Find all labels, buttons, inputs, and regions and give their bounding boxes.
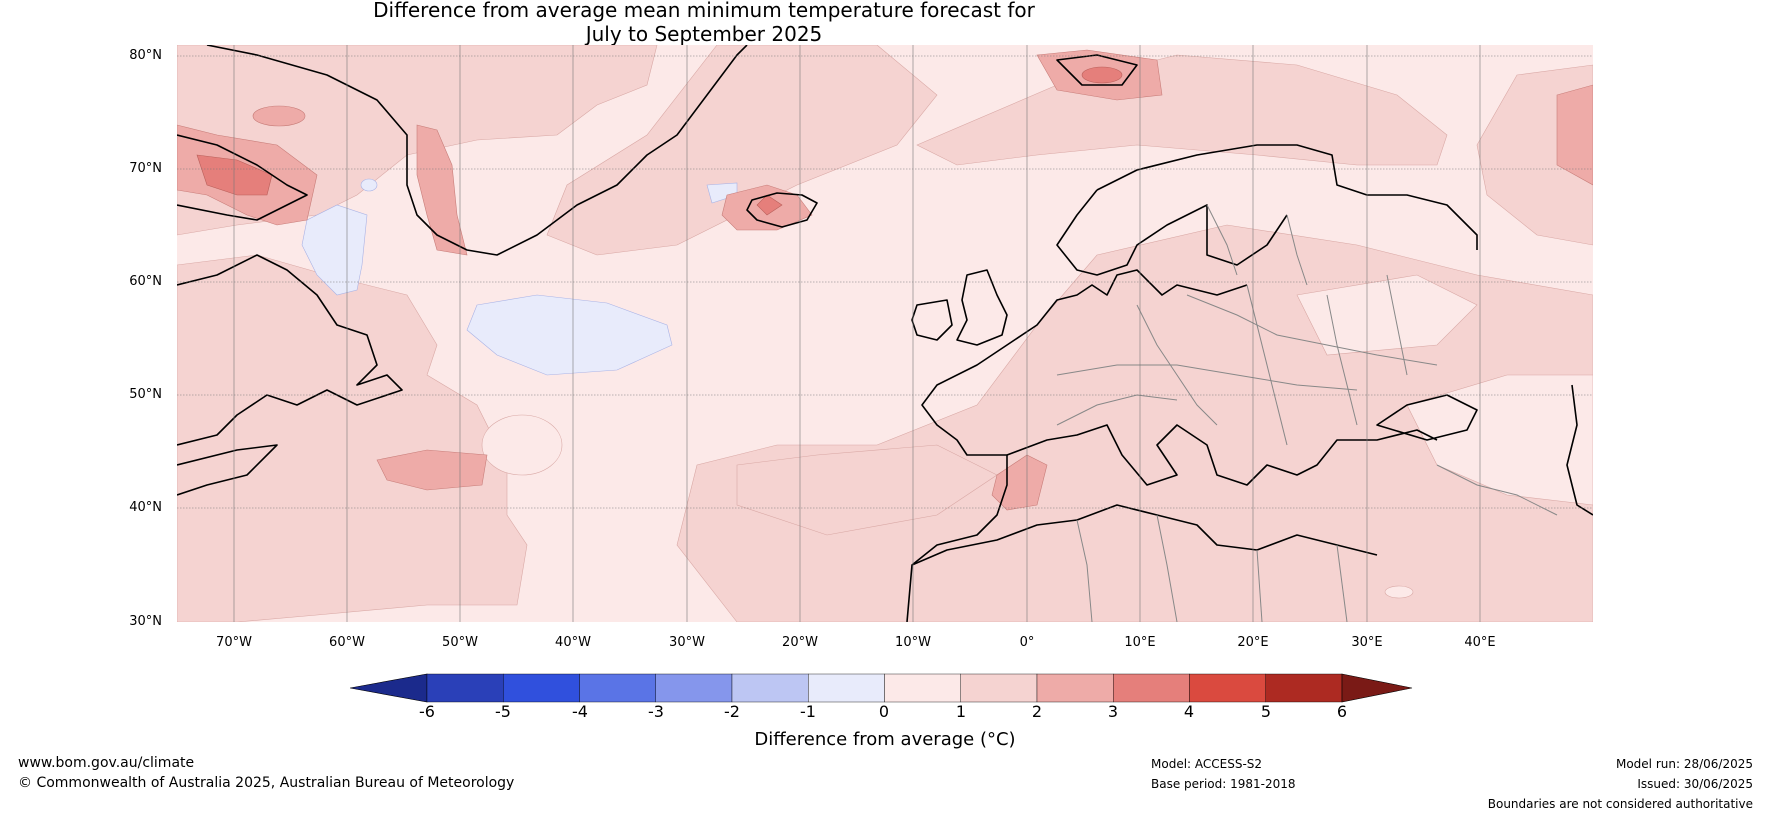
lon-label-10w: 10°W xyxy=(895,635,931,650)
title-line-1: Difference from average mean minimum tem… xyxy=(373,0,1035,22)
base-period: Base period: 1981-2018 xyxy=(1151,777,1296,791)
lon-label-20w: 20°W xyxy=(782,635,818,650)
colorbar-tick: 5 xyxy=(1260,702,1272,721)
lon-label-30e: 30°E xyxy=(1351,635,1383,650)
lon-label-60w: 60°W xyxy=(329,635,365,650)
colorbar-segment xyxy=(426,673,504,703)
lat-label-40n: 40°N xyxy=(129,500,162,515)
lat-label-50n: 50°N xyxy=(129,387,162,402)
lon-label-0: 0° xyxy=(1019,635,1035,650)
colorbar-segment xyxy=(1265,673,1343,703)
colorbar-tick: -1 xyxy=(800,702,816,721)
colorbar-segment xyxy=(655,673,733,703)
coastlines xyxy=(177,45,1593,622)
colorbar-tick: 6 xyxy=(1336,702,1348,721)
map-title: Difference from average mean minimum tem… xyxy=(0,0,1408,46)
lon-label-40e: 40°E xyxy=(1464,635,1496,650)
colorbar-tick: -6 xyxy=(419,702,435,721)
model-run-date: Model run: 28/06/2025 xyxy=(1615,757,1753,771)
colorbar xyxy=(350,673,1413,703)
anomaly-band-3-4 xyxy=(196,66,1123,216)
lon-label-30w: 30°W xyxy=(669,635,705,650)
lat-label-80n: 80°N xyxy=(129,48,162,63)
map-svg xyxy=(177,45,1593,622)
colorbar-segment xyxy=(731,673,809,703)
colorbar-extend-low xyxy=(350,673,428,703)
colorbar-segment xyxy=(1189,673,1266,703)
colorbar-segment xyxy=(808,673,885,703)
lat-label-60n: 60°N xyxy=(129,274,162,289)
colorbar-segment xyxy=(579,673,656,703)
lon-label-50w: 50°W xyxy=(442,635,478,650)
lon-label-10e: 10°E xyxy=(1124,635,1156,650)
country-borders xyxy=(1056,204,1558,622)
colorbar-tick: -2 xyxy=(724,702,740,721)
copyright-text: © Commonwealth of Australia 2025, Austra… xyxy=(18,775,515,791)
colorbar-segment xyxy=(960,673,1038,703)
colorbar-tick: -5 xyxy=(495,702,511,721)
lat-label-30n: 30°N xyxy=(129,614,162,629)
colorbar-tick: -3 xyxy=(648,702,664,721)
colorbar-segment xyxy=(1113,673,1190,703)
colorbar-extend-high xyxy=(1341,673,1413,703)
colorbar-segment xyxy=(503,673,580,703)
lon-label-20e: 20°E xyxy=(1237,635,1269,650)
lon-label-40w: 40°W xyxy=(555,635,591,650)
anomaly-band-0-1-inner xyxy=(481,274,1593,599)
boundary-disclaimer: Boundaries are not considered authoritat… xyxy=(1487,797,1753,811)
colorbar-segment xyxy=(884,673,961,703)
title-line-2: July to September 2025 xyxy=(585,22,823,46)
colorbar-tick: 4 xyxy=(1183,702,1195,721)
model-name: Model: ACCESS-S2 xyxy=(1151,757,1263,771)
colorbar-tick: 0 xyxy=(878,702,890,721)
lat-label-70n: 70°N xyxy=(129,161,162,176)
anomaly-band-neg1-0 xyxy=(301,178,738,376)
graticule xyxy=(177,45,1593,622)
issued-date: Issued: 30/06/2025 xyxy=(1637,777,1753,791)
colorbar-tick: -4 xyxy=(572,702,588,721)
colorbar-tick: 3 xyxy=(1107,702,1119,721)
website-url: www.bom.gov.au/climate xyxy=(18,755,195,771)
colorbar-segment xyxy=(1036,673,1114,703)
colorbar-tick: 1 xyxy=(955,702,967,721)
colorbar-label: Difference from average (°C) xyxy=(754,729,1016,750)
colorbar-tick: 2 xyxy=(1031,702,1043,721)
lon-label-70w: 70°W xyxy=(216,635,252,650)
forecast-map xyxy=(177,45,1593,622)
